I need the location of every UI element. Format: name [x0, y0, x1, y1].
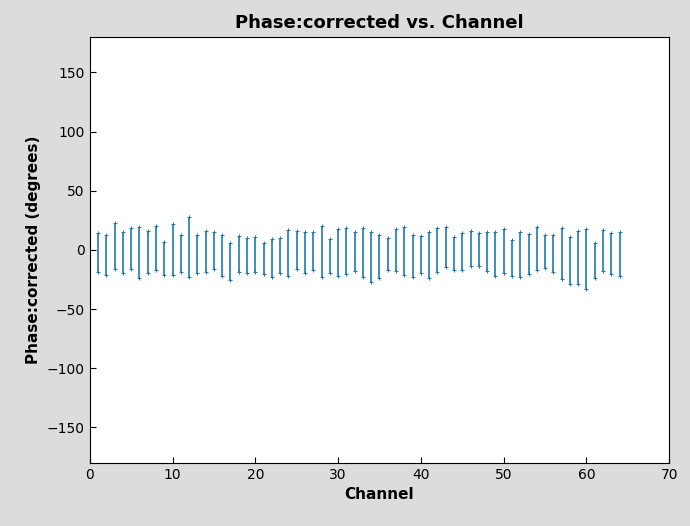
- Title: Phase:corrected vs. Channel: Phase:corrected vs. Channel: [235, 15, 524, 33]
- X-axis label: Channel: Channel: [345, 487, 414, 502]
- Y-axis label: Phase:corrected (degrees): Phase:corrected (degrees): [26, 136, 41, 364]
